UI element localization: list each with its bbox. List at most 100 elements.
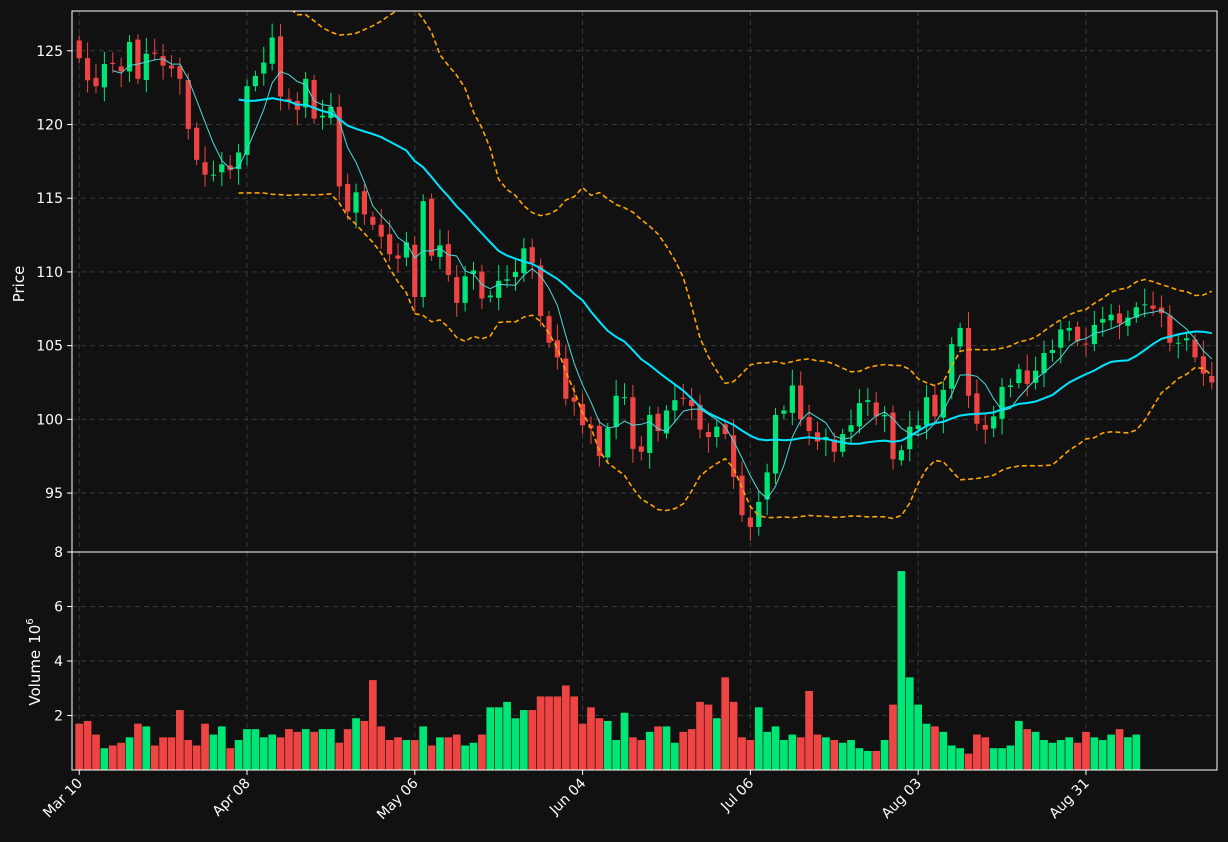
candle-body — [261, 62, 267, 74]
candle-body — [1033, 370, 1039, 383]
volume-bar — [503, 701, 511, 770]
candle-body — [177, 66, 183, 79]
volume-bar — [410, 740, 419, 770]
candle-body — [235, 152, 242, 170]
price-tick-label: 95 — [45, 486, 63, 502]
volume-bar — [914, 704, 923, 770]
price-tick-label: 105 — [36, 339, 63, 355]
candle-body — [1209, 375, 1215, 383]
volume-bar — [947, 745, 956, 770]
volume-bar — [1031, 731, 1040, 770]
candle-body — [311, 79, 317, 119]
candle-body — [168, 65, 175, 69]
candle-body — [1192, 339, 1198, 358]
candle-body — [244, 86, 250, 155]
candle-body — [269, 37, 275, 64]
volume-bar — [100, 748, 109, 770]
volume-bar — [637, 740, 646, 770]
volume-bar — [553, 696, 562, 770]
price-tick-label: 110 — [36, 265, 63, 281]
candle-body — [965, 327, 972, 396]
candle-body — [923, 397, 930, 426]
candle-body — [789, 385, 795, 413]
volume-bar — [872, 750, 881, 770]
candle-body — [781, 410, 787, 414]
candle-body — [403, 242, 409, 258]
candle-body — [1108, 314, 1114, 321]
volume-bar — [268, 734, 277, 770]
volume-tick-label: 4 — [54, 654, 63, 670]
candle-body — [772, 414, 779, 474]
volume-bar — [360, 720, 369, 770]
candle-body — [865, 400, 871, 402]
volume-axis-label-text: Volume — [26, 650, 44, 706]
volume-bar — [251, 729, 260, 770]
candle-body — [420, 201, 426, 297]
volume-bar — [201, 723, 209, 770]
volume-bar — [452, 734, 461, 770]
candle-body — [856, 403, 863, 427]
volume-bar — [108, 745, 117, 770]
volume-bar — [788, 734, 797, 770]
volume-bar — [377, 726, 386, 770]
candle-body — [940, 389, 946, 418]
candle-body — [705, 432, 712, 438]
volume-bar — [327, 729, 335, 770]
candle-body — [370, 216, 376, 225]
volume-bar — [1098, 740, 1107, 770]
volume-bar — [402, 740, 411, 770]
candle-body — [999, 386, 1005, 419]
candle-body — [496, 280, 502, 298]
candle-body — [428, 198, 435, 256]
volume-axis-label: Volume 106 — [25, 618, 44, 705]
candle-body — [957, 327, 963, 347]
volume-bar — [771, 726, 780, 770]
volume-bar — [184, 740, 193, 770]
candle-body — [387, 234, 393, 255]
candle-body — [1150, 305, 1156, 309]
volume-bar — [847, 740, 855, 770]
candle-body — [991, 416, 997, 429]
volume-bar — [830, 740, 839, 770]
volume-bar — [629, 737, 637, 770]
candle-body — [974, 393, 980, 424]
volume-bar — [243, 729, 251, 770]
candle-body — [286, 98, 292, 101]
volume-bar — [880, 740, 889, 770]
candle-body — [462, 276, 468, 303]
candle-body — [747, 517, 753, 527]
volume-bar — [998, 748, 1006, 770]
candle-body — [454, 277, 460, 303]
volume-bar — [1006, 745, 1015, 770]
candle-body — [982, 424, 988, 430]
volume-bar — [436, 737, 444, 770]
candle-body — [118, 66, 124, 72]
candle-body — [1058, 329, 1064, 348]
volume-bar — [385, 740, 394, 770]
volume-bar — [444, 737, 453, 770]
volume-bar — [234, 740, 243, 770]
volume-bar — [310, 731, 318, 770]
candle-body — [949, 344, 955, 389]
price-axis-label: Price — [10, 266, 28, 303]
candle-body — [1024, 370, 1030, 384]
volume-bar — [259, 737, 268, 770]
volume-bar — [905, 677, 914, 770]
volume-bar — [805, 690, 813, 770]
candle-body — [798, 385, 804, 420]
volume-bar — [561, 685, 570, 770]
candle-body — [504, 279, 510, 281]
volume-bar — [746, 740, 755, 770]
volume-bar — [763, 731, 772, 770]
candle-body — [1133, 307, 1139, 318]
candle-body — [512, 271, 519, 277]
volume-bar — [595, 718, 604, 770]
candle-body — [437, 245, 443, 257]
candle-body — [663, 410, 670, 434]
volume-bar — [662, 726, 671, 770]
volume-bar — [1073, 742, 1082, 770]
candle-body — [219, 164, 225, 173]
candle-body — [672, 400, 678, 411]
candle-body — [135, 39, 141, 79]
volume-bar — [301, 729, 310, 770]
